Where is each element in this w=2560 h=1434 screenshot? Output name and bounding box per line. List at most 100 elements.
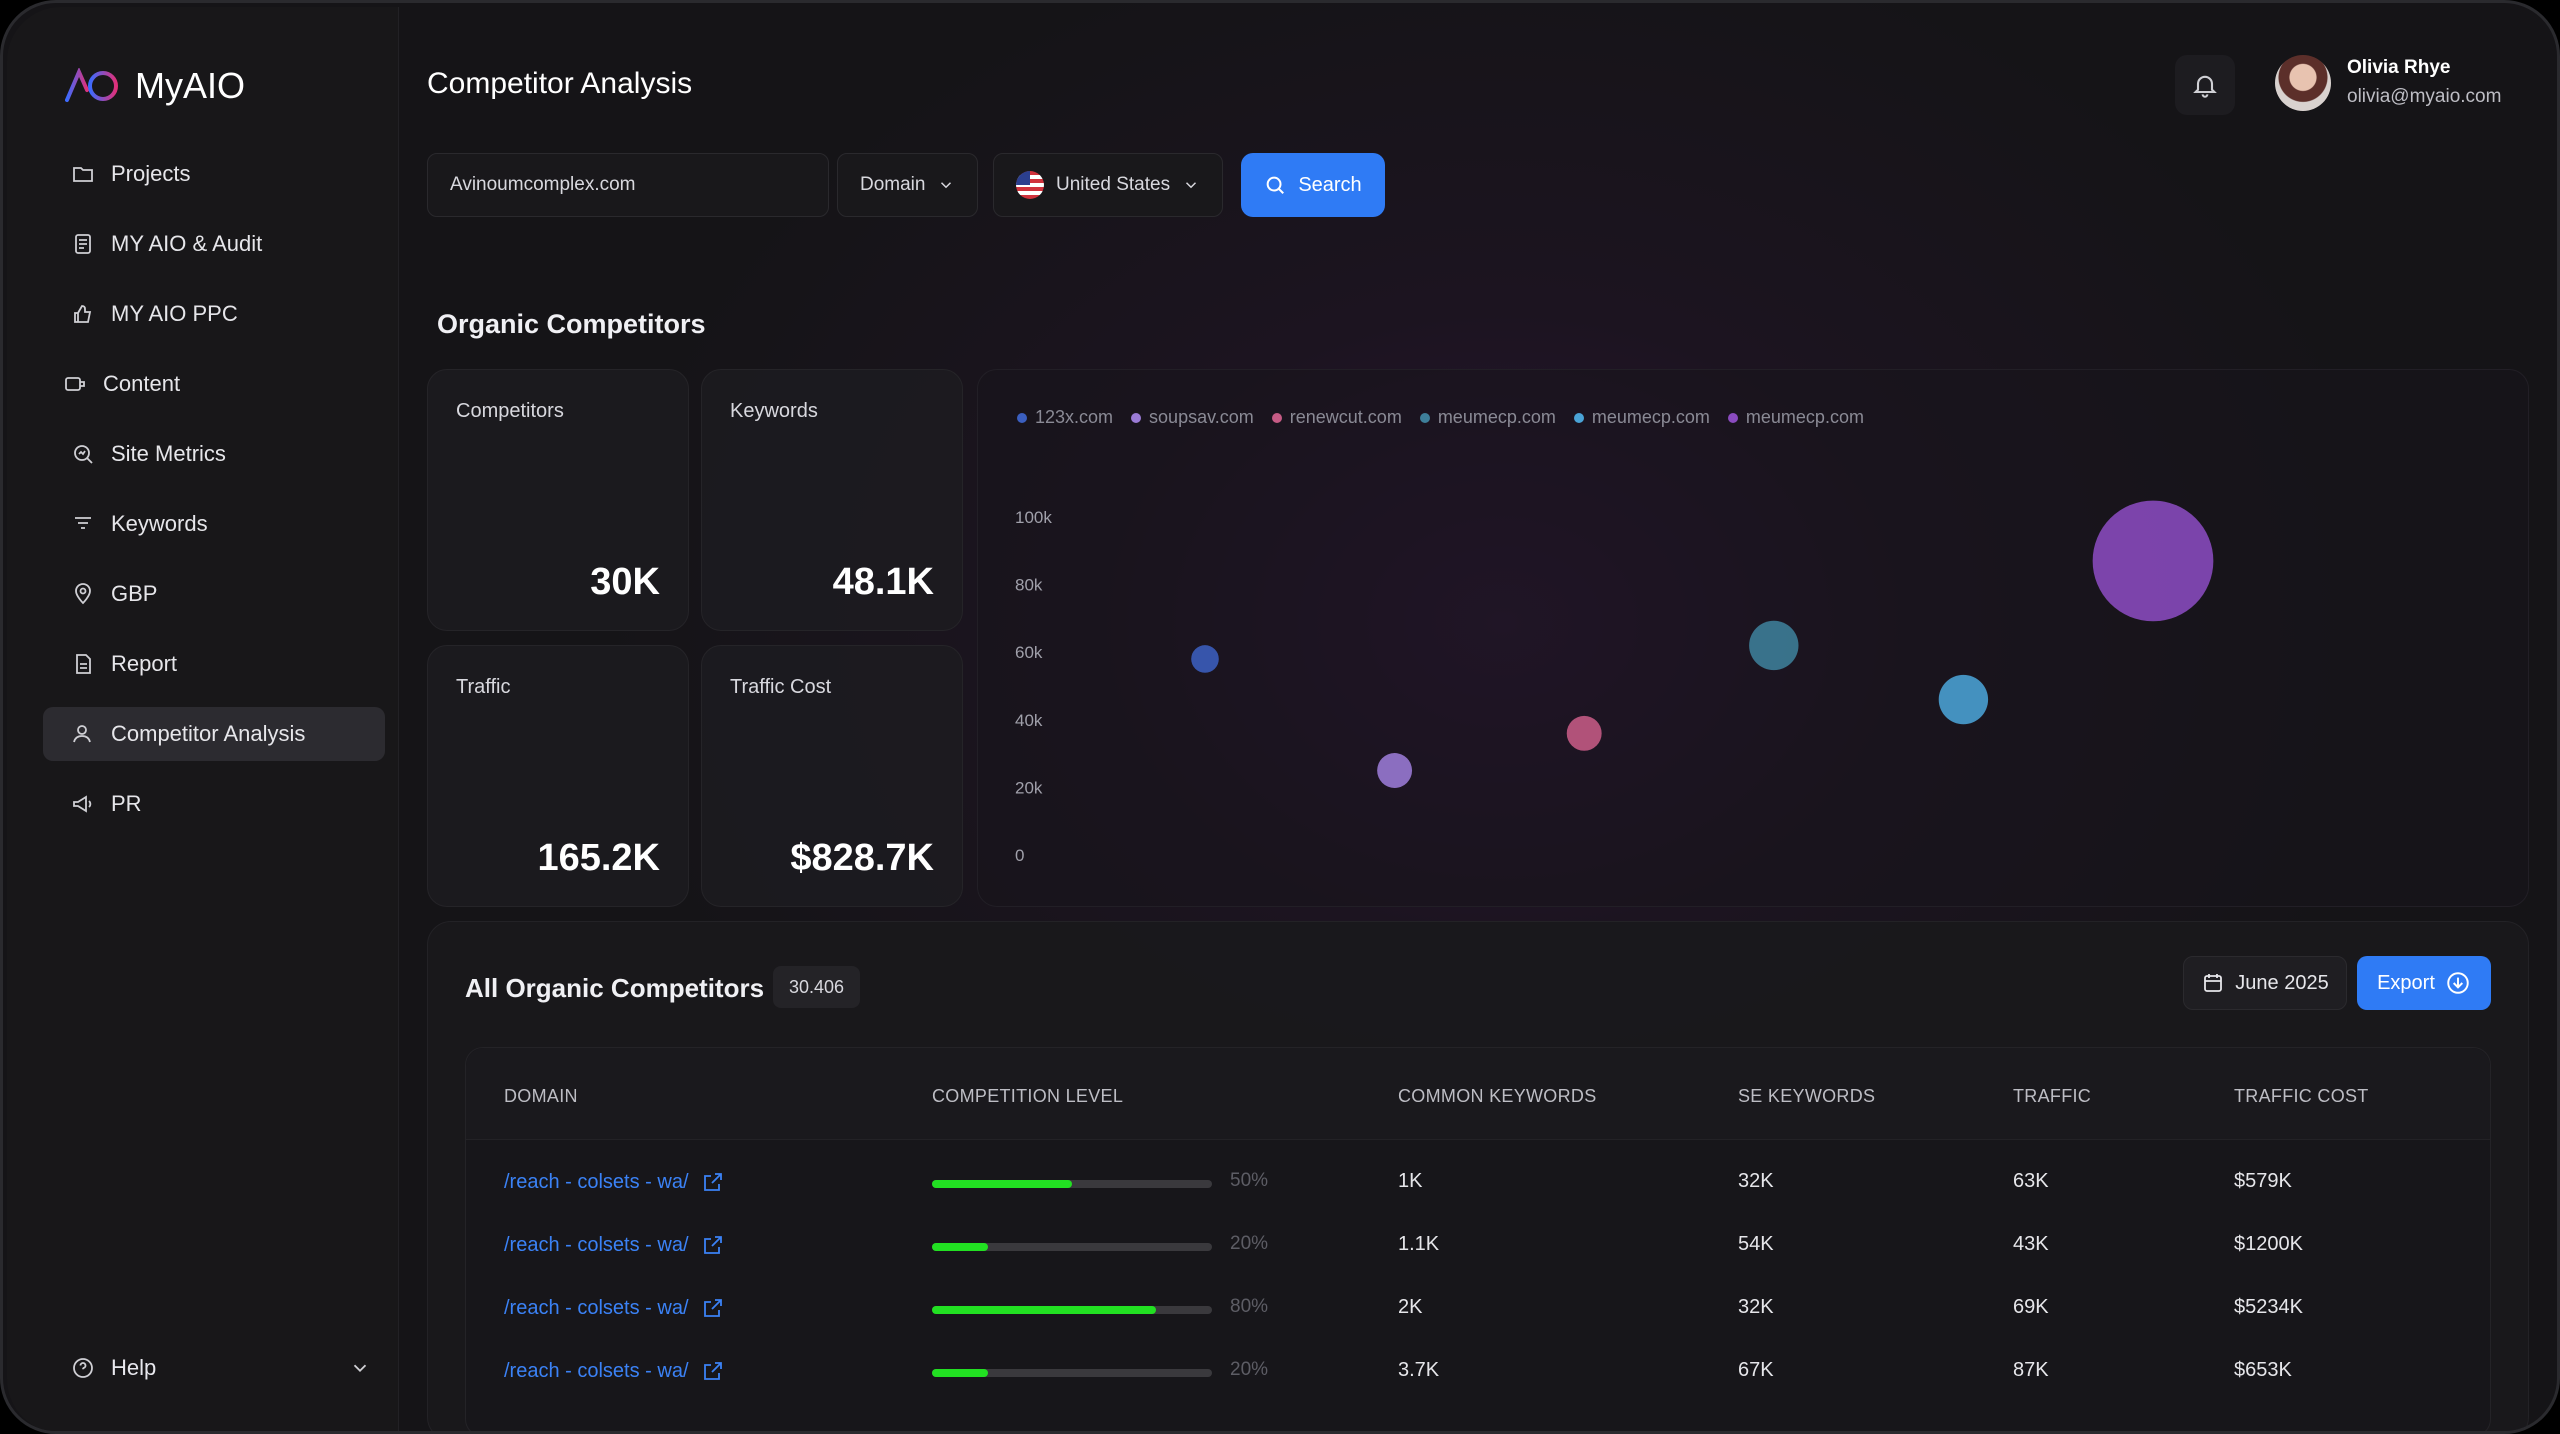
sidebar-item-gbp[interactable]: GBP <box>43 567 385 621</box>
help-circle-icon <box>73 1358 93 1378</box>
external-link-icon <box>703 1362 722 1380</box>
table-row: /reach - colsets - wa/ 80% 2K 32K 69K $5… <box>466 1276 2490 1339</box>
us-flag-icon <box>1016 171 1044 199</box>
external-link-icon <box>703 1299 722 1317</box>
bubble-chart: 100k 80k 60k 40k 20k 0 <box>1015 500 2214 865</box>
column-header-traffic[interactable]: TRAFFIC <box>2013 1086 2092 1106</box>
stat-card-competitors: Competitors 30K <box>427 369 689 631</box>
help-menu[interactable]: Help <box>71 1355 371 1381</box>
country-select[interactable]: United States <box>993 153 1224 217</box>
chevron-down-icon <box>1186 182 1197 189</box>
y-tick-label: 100k <box>1015 508 1052 527</box>
download-circle-icon <box>2447 972 2469 994</box>
legend-label: renewcut.com <box>1289 407 1402 427</box>
traffic-cost-cell: $1200K <box>2234 1233 2303 1255</box>
sidebar-nav: Projects MY AIO & Audit MY AIO PPC Conte… <box>43 147 385 847</box>
competition-level-fill <box>932 1180 1072 1188</box>
export-button[interactable]: Export <box>2357 956 2491 1010</box>
stat-value: 48.1K <box>832 561 934 603</box>
bubble-point[interactable] <box>1377 753 1413 788</box>
megaphone-icon <box>73 795 92 813</box>
column-header-domain[interactable]: DOMAIN <box>504 1086 578 1106</box>
logo-icon <box>65 68 118 102</box>
bubble-point[interactable] <box>2092 500 2214 622</box>
sidebar-item-label: PR <box>111 791 142 816</box>
table-row: /reach - colsets - wa/ 20% 1.1K 54K 43K … <box>466 1213 2490 1276</box>
sidebar-item-keywords[interactable]: Keywords <box>43 497 385 551</box>
sidebar-item-my-aio-audit[interactable]: MY AIO & Audit <box>43 217 385 271</box>
competition-level-percent: 80% <box>1230 1296 1269 1317</box>
calendar-icon <box>2204 974 2223 992</box>
thumbs-up-icon <box>74 305 92 323</box>
se-keywords-cell: 32K <box>1738 1296 1774 1318</box>
legend-label: meumecp.com <box>1745 407 1864 427</box>
logo[interactable]: MyAIO <box>65 65 245 107</box>
sidebar-item-pr[interactable]: PR <box>43 777 385 831</box>
competition-level-percent: 20% <box>1230 1233 1269 1254</box>
legend-item[interactable]: renewcut.com <box>1271 407 1402 428</box>
column-header-competition-level[interactable]: COMPETITION LEVEL <box>932 1086 1124 1106</box>
sidebar-item-label: Report <box>111 651 178 676</box>
domain-text: /reach - colsets - wa/ <box>504 1359 689 1382</box>
competition-level-percent: 50% <box>1230 1170 1269 1191</box>
user-email: olivia@myaio.com <box>2347 86 2502 107</box>
chevron-down-icon <box>941 182 952 189</box>
common-keywords-cell: 1.1K <box>1398 1233 1440 1255</box>
external-link-icon <box>703 1236 722 1254</box>
bubble-point[interactable] <box>1938 674 1989 725</box>
search-type-value: Domain <box>860 174 926 195</box>
sidebar-item-competitor-analysis[interactable]: Competitor Analysis <box>43 707 385 761</box>
bubble-point[interactable] <box>1566 715 1602 751</box>
legend-item[interactable]: meumecp.com <box>1419 407 1556 428</box>
legend-item[interactable]: soupsav.com <box>1131 407 1254 428</box>
sidebar-item-projects[interactable]: Projects <box>43 147 385 201</box>
legend-item[interactable]: meumecp.com <box>1727 407 1864 428</box>
sidebar-item-site-metrics[interactable]: Site Metrics <box>43 427 385 481</box>
traffic-cell: 69K <box>2013 1296 2049 1318</box>
sidebar-item-content[interactable]: Content <box>43 357 385 411</box>
chevron-down-icon <box>353 1364 367 1373</box>
bell-icon <box>2193 75 2217 98</box>
search-icon <box>1266 176 1285 194</box>
domain-link[interactable]: /reach - colsets - wa/ <box>504 1170 725 1194</box>
user-icon <box>73 725 91 743</box>
column-header-common-keywords[interactable]: COMMON KEYWORDS <box>1398 1086 1597 1106</box>
bubble-point[interactable] <box>1749 620 1799 671</box>
column-header-traffic-cost[interactable]: TRAFFIC COST <box>2234 1086 2369 1106</box>
sidebar-item-label: Site Metrics <box>111 441 226 466</box>
user-name: Olivia Rhye <box>2347 57 2451 78</box>
table-row: /reach - colsets - wa/ 20% 3.7K 67K 87K … <box>466 1339 2490 1402</box>
traffic-cell: 43K <box>2013 1233 2049 1255</box>
table-header: DOMAIN COMPETITION LEVEL COMMON KEYWORDS… <box>466 1048 2490 1140</box>
help-label: Help <box>111 1355 157 1380</box>
domain-link[interactable]: /reach - colsets - wa/ <box>504 1296 725 1320</box>
sidebar-item-my-aio-ppc[interactable]: MY AIO PPC <box>43 287 385 341</box>
content-icon <box>65 377 85 391</box>
column-header-se-keywords[interactable]: SE KEYWORDS <box>1738 1086 1876 1106</box>
stat-label: Competitors <box>456 400 564 422</box>
domain-link[interactable]: /reach - colsets - wa/ <box>504 1233 725 1257</box>
legend-item[interactable]: meumecp.com <box>1573 407 1710 428</box>
legend-item[interactable]: 123x.com <box>1017 407 1113 428</box>
legend-label: meumecp.com <box>1437 407 1556 427</box>
domain-search-input[interactable]: Avinoumcomplex.com <box>427 153 829 217</box>
domain-link[interactable]: /reach - colsets - wa/ <box>504 1359 725 1383</box>
se-keywords-cell: 32K <box>1738 1170 1774 1192</box>
search-type-select[interactable]: Domain <box>837 153 979 217</box>
page-title: Competitor Analysis <box>427 67 693 100</box>
sidebar-item-label: Keywords <box>111 511 208 536</box>
legend-swatch <box>1131 412 1142 423</box>
date-picker-button[interactable]: June 2025 <box>2183 956 2347 1010</box>
metrics-icon <box>74 445 93 464</box>
avatar[interactable] <box>2275 55 2331 111</box>
table-row: /reach - colsets - wa/ 50% 1K 32K 63K $5… <box>466 1150 2490 1213</box>
sidebar-item-report[interactable]: Report <box>43 637 385 691</box>
traffic-cost-cell: $5234K <box>2234 1296 2303 1318</box>
notifications-button[interactable] <box>2175 55 2235 115</box>
stat-label: Traffic Cost <box>730 676 832 698</box>
search-button[interactable]: Search <box>1241 153 1385 217</box>
stat-value: $828.7K <box>790 837 934 879</box>
legend-label: meumecp.com <box>1591 407 1710 427</box>
competition-level-fill <box>932 1243 988 1251</box>
bubble-point[interactable] <box>1191 645 1219 673</box>
